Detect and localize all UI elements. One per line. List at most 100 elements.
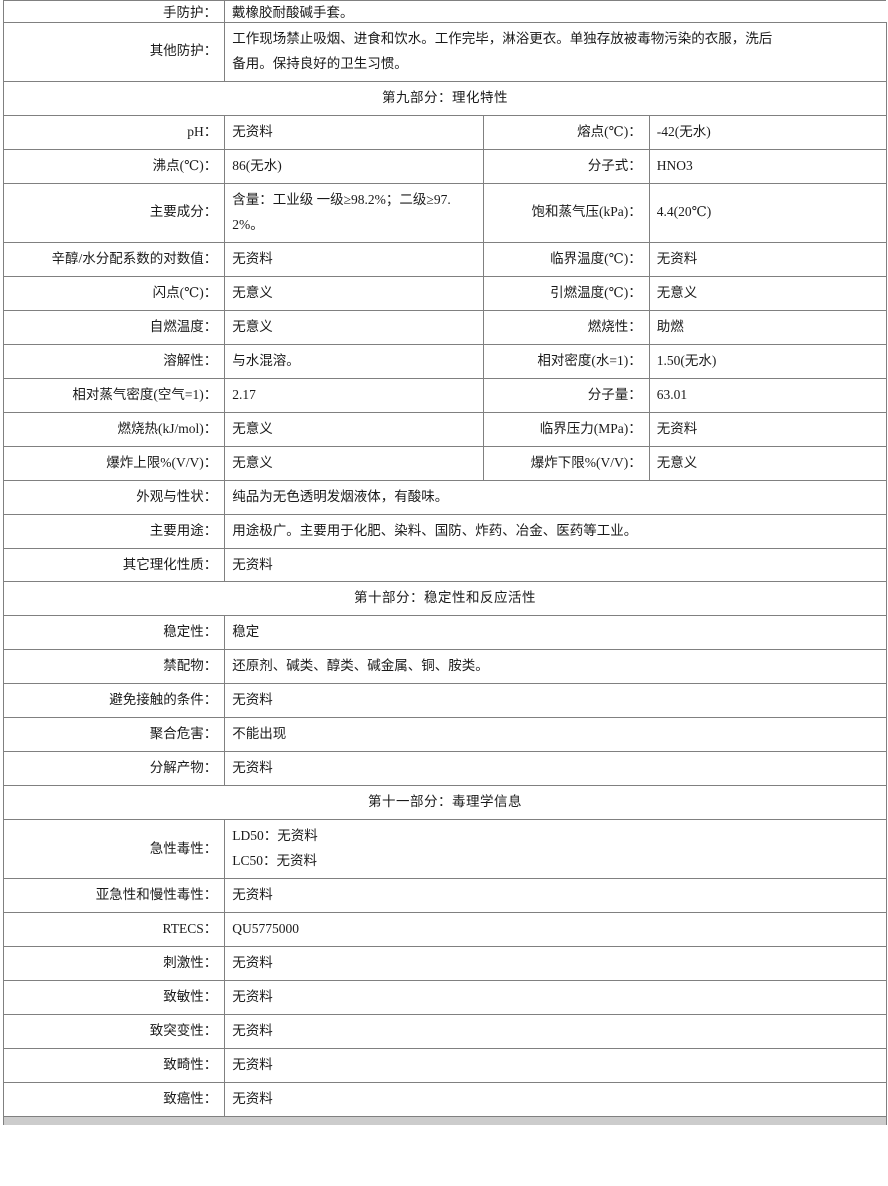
row-value-acute-toxicity: LD50：无资料 LC50：无资料 <box>224 819 887 880</box>
row-label-combustibility: 燃烧性： <box>482 309 650 345</box>
table-row: 主要成分： 含量：工业级 一级≥98.2%；二级≥97.2%。 饱和蒸气压(kP… <box>2 182 888 243</box>
row-value-polymerization-hazard: 不能出现 <box>224 717 887 753</box>
table-row: 其它理化性质： 无资料 <box>2 547 887 583</box>
row-value-autoignition-temperature: 无意义 <box>224 309 484 345</box>
row-label-other-properties: 其它理化性质： <box>2 547 226 583</box>
row-value-molecular-weight: 63.01 <box>648 377 888 413</box>
msds-table: 其他防护： 工作现场禁止吸烟、进食和饮水。工作完毕，淋浴更衣。单独存放被毒物污染… <box>2 22 888 1117</box>
row-label-vapor-pressure: 饱和蒸气压(kPa)： <box>482 182 650 243</box>
row-label-relative-vapor-density: 相对蒸气密度(空气=1)： <box>2 377 226 413</box>
section-header-row-9: 第九部分：理化特性 <box>3 80 887 116</box>
row-value-logp: 无资料 <box>224 241 484 277</box>
row-value-relative-density: 1.50(无水) <box>648 343 888 379</box>
acute-toxicity-lc50: LC50：无资料 <box>232 853 318 869</box>
row-value-molecular-formula: HNO3 <box>648 148 888 184</box>
row-label-polymerization-hazard: 聚合危害： <box>2 717 226 753</box>
next-section-band-clipped <box>3 1116 887 1125</box>
row-label-heat-of-combustion: 燃烧热(kJ/mol)： <box>2 411 226 447</box>
table-row: 亚急性和慢性毒性： 无资料 <box>2 878 887 914</box>
row-value-heat-of-combustion: 无意义 <box>224 411 484 447</box>
row-label-melting-point: 熔点(℃)： <box>482 114 650 150</box>
row-value-relative-vapor-density: 2.17 <box>224 377 484 413</box>
row-label-autoignition-temperature: 自燃温度： <box>2 309 226 345</box>
row-value-explosion-upper-limit: 无意义 <box>224 445 484 481</box>
table-row: 致癌性： 无资料 <box>2 1082 887 1117</box>
row-label-main-component: 主要成分： <box>2 182 226 243</box>
table-row: 聚合危害： 不能出现 <box>2 717 887 753</box>
row-label-flash-point: 闪点(℃)： <box>2 275 226 311</box>
table-row: 外观与性状： 纯品为无色透明发烟液体，有酸味。 <box>2 479 887 515</box>
row-value-irritation: 无资料 <box>224 946 887 982</box>
table-row: 沸点(℃)： 86(无水) 分子式： HNO3 <box>2 148 888 184</box>
row-label-main-uses: 主要用途： <box>2 513 226 549</box>
table-row: 相对蒸气密度(空气=1)： 2.17 分子量： 63.01 <box>2 377 888 413</box>
row-label-ph: pH： <box>2 114 226 150</box>
row-label-appearance: 外观与性状： <box>2 479 226 515</box>
other-protection-line-2: 备用。保持良好的卫生习惯。 <box>232 55 408 71</box>
row-value-conditions-to-avoid: 无资料 <box>224 683 887 719</box>
section-title-10: 第十部分：稳定性和反应活性 <box>3 581 887 617</box>
row-value-subacute-chronic-toxicity: 无资料 <box>224 878 887 914</box>
row-label-stability: 稳定性： <box>2 615 226 651</box>
row-label-logp: 辛醇/水分配系数的对数值： <box>2 241 226 277</box>
row-value-other-protection: 工作现场禁止吸烟、进食和饮水。工作完毕，淋浴更衣。单独存放被毒物污染的衣服，洗后… <box>224 22 887 82</box>
row-value-mutagenicity: 无资料 <box>224 1014 887 1050</box>
acute-toxicity-ld50: LD50：无资料 <box>232 828 318 844</box>
table-row: 禁配物： 还原剂、碱类、醇类、碱金属、铜、胺类。 <box>2 649 887 685</box>
row-value-sensitization: 无资料 <box>224 980 887 1016</box>
table-row: 手防护： 戴橡胶耐酸碱手套。 <box>3 0 886 22</box>
row-value-vapor-pressure: 4.4(20℃) <box>648 182 888 243</box>
row-value-melting-point: -42(无水) <box>648 114 888 150</box>
row-value-flash-point: 无意义 <box>224 275 484 311</box>
row-value-main-component: 含量：工业级 一级≥98.2%；二级≥97.2%。 <box>224 182 484 243</box>
row-value-critical-temperature: 无资料 <box>648 241 888 277</box>
table-row: pH： 无资料 熔点(℃)： -42(无水) <box>2 114 888 150</box>
row-label-critical-temperature: 临界温度(℃)： <box>482 241 650 277</box>
row-label-mutagenicity: 致突变性： <box>2 1014 226 1050</box>
row-label-rtecs: RTECS： <box>2 912 226 948</box>
row-label-hand-protection: 手防护： <box>3 0 225 22</box>
other-protection-line-1: 工作现场禁止吸烟、进食和饮水。工作完毕，淋浴更衣。单独存放被毒物污染的衣服，洗后 <box>232 31 773 46</box>
row-label-teratogenicity: 致畸性： <box>2 1048 226 1083</box>
row-label-conditions-to-avoid: 避免接触的条件： <box>2 683 226 719</box>
section-header-row-11: 第十一部分：毒理学信息 <box>3 785 887 821</box>
row-label-critical-pressure: 临界压力(MPa)： <box>482 411 650 447</box>
table-row: 稳定性： 稳定 <box>2 615 887 651</box>
section-title-11: 第十一部分：毒理学信息 <box>3 785 887 821</box>
table-row: 分解产物： 无资料 <box>2 751 887 787</box>
table-row: 辛醇/水分配系数的对数值： 无资料 临界温度(℃)： 无资料 <box>2 241 888 277</box>
table-row-acute-toxicity: 急性毒性： LD50：无资料 LC50：无资料 <box>2 819 887 880</box>
table-row: 主要用途： 用途极广。主要用于化肥、染料、国防、炸药、冶金、医药等工业。 <box>2 513 887 549</box>
table-row: 刺激性： 无资料 <box>2 946 887 982</box>
row-label-explosion-upper-limit: 爆炸上限%(V/V)： <box>2 445 226 481</box>
row-label-irritation: 刺激性： <box>2 946 226 982</box>
row-value-hand-protection: 戴橡胶耐酸碱手套。 <box>224 0 886 22</box>
table-row-other-protection: 其他防护： 工作现场禁止吸烟、进食和饮水。工作完毕，淋浴更衣。单独存放被毒物污染… <box>2 22 887 82</box>
row-value-main-uses: 用途极广。主要用于化肥、染料、国防、炸药、冶金、医药等工业。 <box>224 513 887 549</box>
row-value-carcinogenicity: 无资料 <box>224 1082 887 1117</box>
row-label-acute-toxicity: 急性毒性： <box>2 819 226 880</box>
table-row: RTECS： QU5775000 <box>2 912 887 948</box>
row-label-other-protection: 其他防护： <box>2 22 226 82</box>
row-value-solubility: 与水混溶。 <box>224 343 484 379</box>
section-title-9: 第九部分：理化特性 <box>3 80 887 116</box>
row-value-appearance: 纯品为无色透明发烟液体，有酸味。 <box>224 479 887 515</box>
table-row: 致突变性： 无资料 <box>2 1014 887 1050</box>
row-value-combustibility: 助燃 <box>648 309 888 345</box>
table-row: 自燃温度： 无意义 燃烧性： 助燃 <box>2 309 888 345</box>
row-value-teratogenicity: 无资料 <box>224 1048 887 1083</box>
row-value-ignition-temperature: 无意义 <box>648 275 888 311</box>
clipped-top-row: 手防护： 戴橡胶耐酸碱手套。 <box>2 0 886 22</box>
row-value-boiling-point: 86(无水) <box>224 148 484 184</box>
row-label-molecular-formula: 分子式： <box>482 148 650 184</box>
msds-document: 手防护： 戴橡胶耐酸碱手套。 其他防护： 工作现场禁止吸烟、进食和饮水。工作完毕… <box>2 0 888 1125</box>
row-value-critical-pressure: 无资料 <box>648 411 888 447</box>
table-row: 致畸性： 无资料 <box>2 1048 887 1083</box>
row-label-subacute-chronic-toxicity: 亚急性和慢性毒性： <box>2 878 226 914</box>
row-label-explosion-lower-limit: 爆炸下限%(V/V)： <box>482 445 650 481</box>
table-row: 避免接触的条件： 无资料 <box>2 683 887 719</box>
row-value-ph: 无资料 <box>224 114 484 150</box>
row-label-ignition-temperature: 引燃温度(℃)： <box>482 275 650 311</box>
row-label-carcinogenicity: 致癌性： <box>2 1082 226 1117</box>
row-label-molecular-weight: 分子量： <box>482 377 650 413</box>
